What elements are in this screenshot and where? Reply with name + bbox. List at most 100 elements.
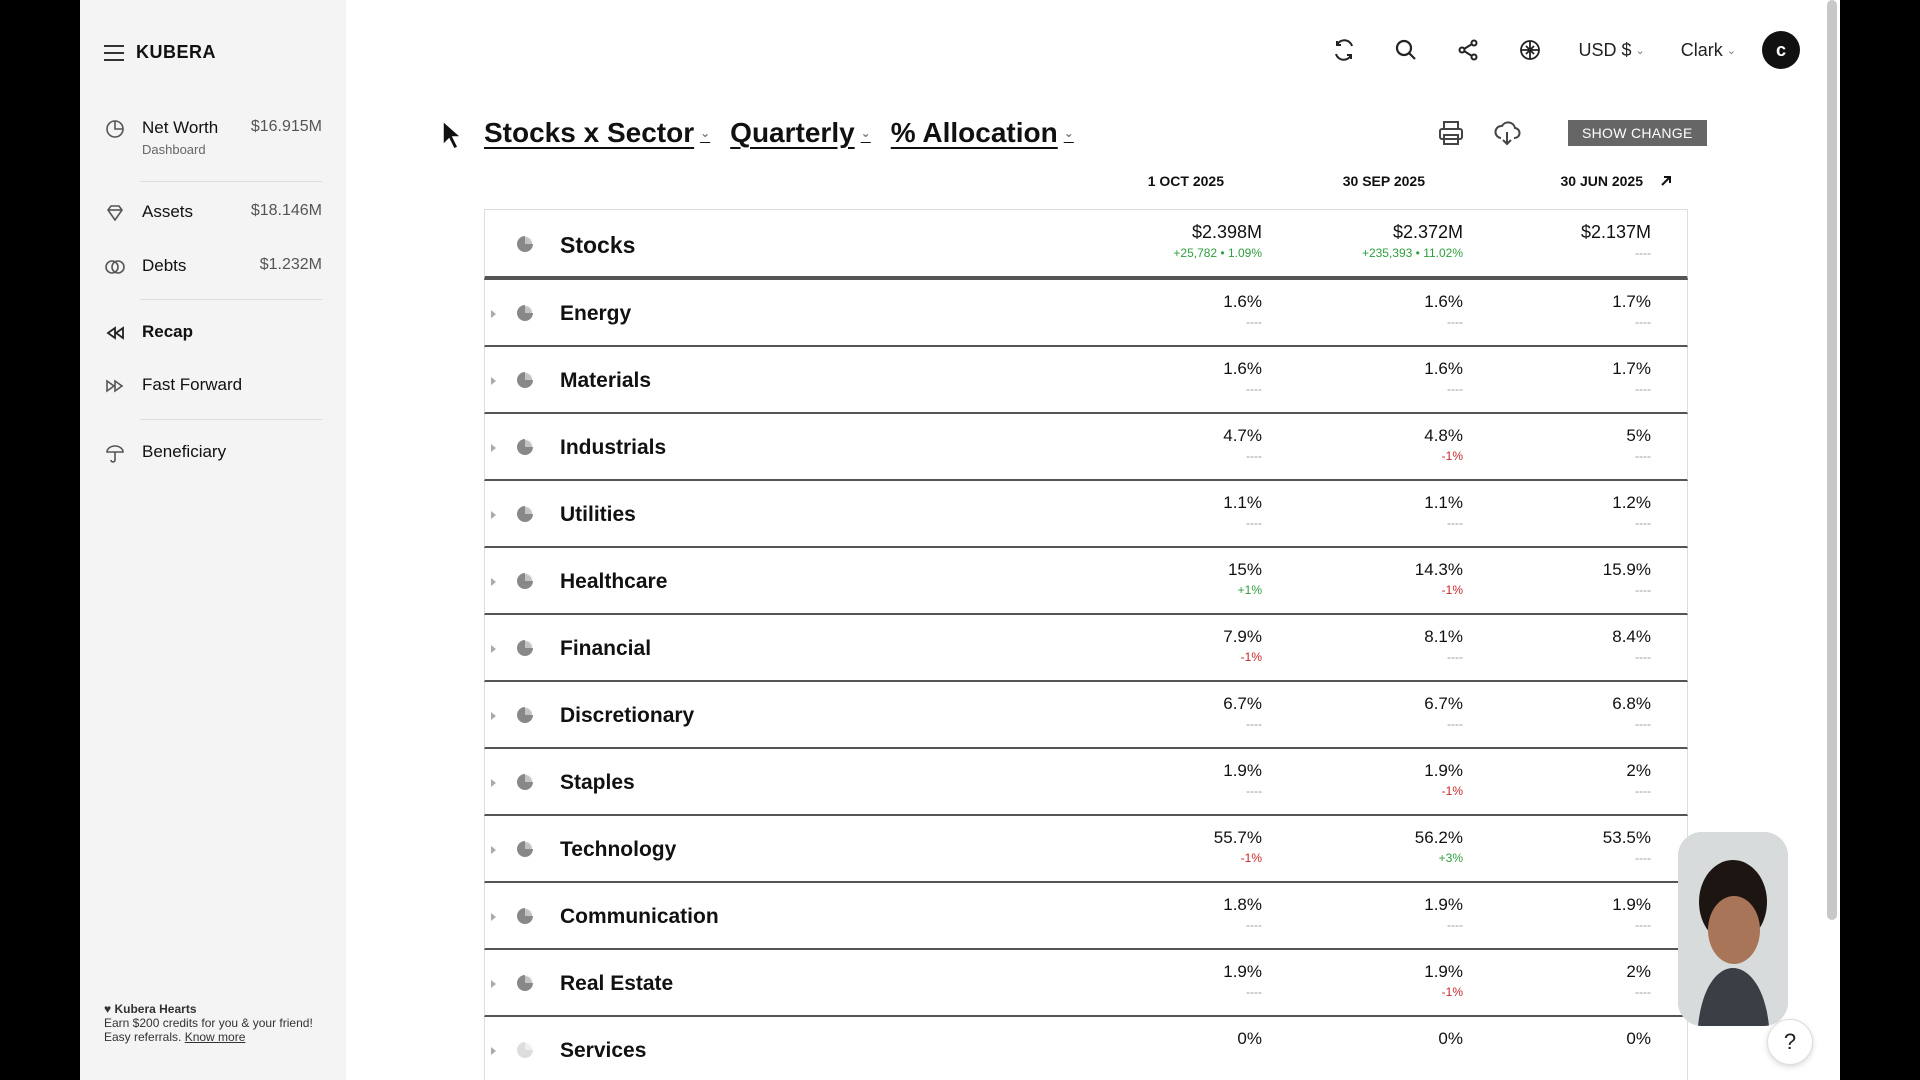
value-cell: 7.9% -1%	[1223, 627, 1262, 664]
currency-dropdown[interactable]: USD $ ⌄	[1579, 40, 1645, 61]
cell-change: ----	[1246, 784, 1262, 798]
sidebar-item-net-worth[interactable]: Net Worth Dashboard $16.915M	[104, 118, 322, 157]
print-icon[interactable]	[1436, 118, 1466, 148]
value-cell: $2.137M ----	[1581, 222, 1651, 260]
period-selector[interactable]: Quarterly ⌄	[730, 117, 871, 149]
ai-assistant-icon[interactable]	[1517, 37, 1543, 63]
value-cell: 1.7% ----	[1612, 359, 1651, 396]
value-cell: 1.9% ----	[1424, 895, 1463, 932]
table-row[interactable]: Industrials 4.7% ---- 4.8% -1% 5% ----	[484, 414, 1688, 481]
user-name: Clark	[1680, 39, 1723, 60]
row-label: Energy	[560, 302, 632, 325]
cell-change: +1%	[1237, 583, 1262, 597]
avatar[interactable]: c	[1762, 31, 1800, 69]
umbrella-icon	[106, 445, 124, 463]
table-total-row[interactable]: Stocks $2.398M +25,782 • 1.09% $2.372M +235,…	[484, 209, 1688, 280]
expand-caret-icon[interactable]	[491, 846, 496, 854]
table-row[interactable]: Staples 1.9% ---- 1.9% -1% 2% ----	[484, 749, 1688, 816]
pie-chart-icon	[106, 120, 124, 138]
pie-chart-icon[interactable]	[515, 437, 535, 457]
scrollbar[interactable]	[1827, 0, 1837, 920]
show-change-button[interactable]: SHOW CHANGE	[1568, 120, 1707, 146]
cell-value: 8.4%	[1612, 627, 1651, 646]
chevron-down-icon: ⌄	[700, 126, 711, 140]
referral-title: ♥ Kubera Hearts	[104, 1002, 197, 1016]
cell-change: -1%	[1441, 784, 1463, 798]
pie-chart-icon[interactable]	[515, 638, 535, 658]
sidebar-item-sublabel: Dashboard	[142, 142, 206, 157]
topbar: USD $ ⌄ Clark ⌄ c	[1331, 30, 1800, 70]
table-row[interactable]: Energy 1.6% ---- 1.6% ---- 1.7% ----	[484, 280, 1688, 347]
pie-chart-icon[interactable]	[515, 705, 535, 725]
pie-chart-icon[interactable]	[515, 839, 535, 859]
cell-value: 1.1%	[1424, 493, 1463, 512]
cell-change: ----	[1447, 516, 1463, 530]
cell-change: -1%	[1441, 985, 1463, 999]
table-row[interactable]: Financial 7.9% -1% 8.1% ---- 8.4% ----	[484, 615, 1688, 682]
table-row[interactable]: Real Estate 1.9% ---- 1.9% -1% 2% ----	[484, 950, 1688, 1017]
expand-arrow-icon[interactable]	[1658, 173, 1674, 189]
expand-caret-icon[interactable]	[491, 1047, 496, 1055]
sidebar-item-assets[interactable]: Assets $18.146M	[104, 202, 322, 224]
help-button[interactable]: ?	[1767, 1019, 1813, 1065]
expand-caret-icon[interactable]	[491, 645, 496, 653]
mode-selector[interactable]: % Allocation ⌄	[891, 117, 1074, 149]
column-header-1: 1 OCT 2025	[1147, 173, 1224, 189]
cell-value: 1.6%	[1223, 359, 1262, 378]
search-icon[interactable]	[1393, 37, 1419, 63]
pie-chart-icon[interactable]	[515, 504, 535, 524]
user-dropdown[interactable]: Clark ⌄	[1681, 40, 1736, 61]
pie-chart-icon[interactable]	[515, 370, 535, 390]
view-selector-label: Stocks x Sector	[484, 117, 695, 148]
view-selector[interactable]: Stocks x Sector ⌄	[484, 117, 710, 149]
sidebar-item-label: Beneficiary	[142, 442, 227, 461]
expand-caret-icon[interactable]	[491, 578, 496, 586]
table-row[interactable]: Utilities 1.1% ---- 1.1% ---- 1.2% ----	[484, 481, 1688, 548]
cell-change: ----	[1246, 382, 1262, 396]
cell-change: ----	[1246, 918, 1262, 932]
sidebar-item-beneficiary[interactable]: Beneficiary	[104, 442, 322, 464]
share-icon[interactable]	[1455, 37, 1481, 63]
table-row[interactable]: Healthcare 15% +1% 14.3% -1% 15.9% ----	[484, 548, 1688, 615]
cell-value: 55.7%	[1213, 828, 1262, 847]
referral-banner: ♥ Kubera Hearts Earn $200 credits for yo…	[104, 1002, 314, 1044]
referral-text: Earn $200 credits for you & your friend!…	[104, 1016, 313, 1044]
sidebar-item-debts[interactable]: Debts $1.232M	[104, 256, 322, 278]
table-row[interactable]: Discretionary 6.7% ---- 6.7% ---- 6.8% ----	[484, 682, 1688, 749]
pie-chart-icon[interactable]	[515, 906, 535, 926]
table-row[interactable]: Technology 55.7% -1% 56.2% +3% 53.5% ----	[484, 816, 1688, 883]
expand-caret-icon[interactable]	[491, 310, 496, 318]
expand-caret-icon[interactable]	[491, 712, 496, 720]
pie-chart-icon[interactable]	[515, 973, 535, 993]
pie-chart-icon[interactable]	[515, 303, 535, 323]
column-header-3: 30 JUN 2025	[1560, 173, 1643, 189]
sidebar-item-fast-forward[interactable]: Fast Forward	[104, 375, 322, 397]
table-row[interactable]: Services 0% 0% 0%	[484, 1017, 1688, 1080]
expand-caret-icon[interactable]	[491, 779, 496, 787]
table-row[interactable]: Materials 1.6% ---- 1.6% ---- 1.7% ----	[484, 347, 1688, 414]
cell-value: 1.9%	[1223, 761, 1262, 780]
pie-chart-icon[interactable]	[515, 772, 535, 792]
value-cell: 6.7% ----	[1424, 694, 1463, 731]
cell-value: 1.2%	[1612, 493, 1651, 512]
table-row[interactable]: Communication 1.8% ---- 1.9% ---- 1.9% ----	[484, 883, 1688, 950]
sidebar-item-label: Recap	[142, 322, 194, 341]
cell-value: 7.9%	[1223, 627, 1262, 646]
cell-value: 6.7%	[1223, 694, 1262, 713]
value-cell: 1.6% ----	[1424, 359, 1463, 396]
expand-caret-icon[interactable]	[491, 980, 496, 988]
pie-chart-icon[interactable]	[515, 234, 535, 254]
pie-chart-icon[interactable]	[515, 1040, 535, 1060]
know-more-link[interactable]: Know more	[184, 1030, 246, 1044]
cell-value: 15%	[1227, 560, 1262, 579]
hamburger-menu-icon[interactable]	[104, 44, 124, 61]
expand-caret-icon[interactable]	[491, 913, 496, 921]
cloud-download-icon[interactable]	[1492, 118, 1522, 148]
refresh-icon[interactable]	[1331, 37, 1357, 63]
pie-chart-icon[interactable]	[515, 571, 535, 591]
expand-caret-icon[interactable]	[491, 511, 496, 519]
expand-caret-icon[interactable]	[491, 377, 496, 385]
sidebar-item-recap[interactable]: Recap	[104, 322, 322, 344]
expand-caret-icon[interactable]	[491, 444, 496, 452]
cell-change: ----	[1635, 516, 1651, 530]
